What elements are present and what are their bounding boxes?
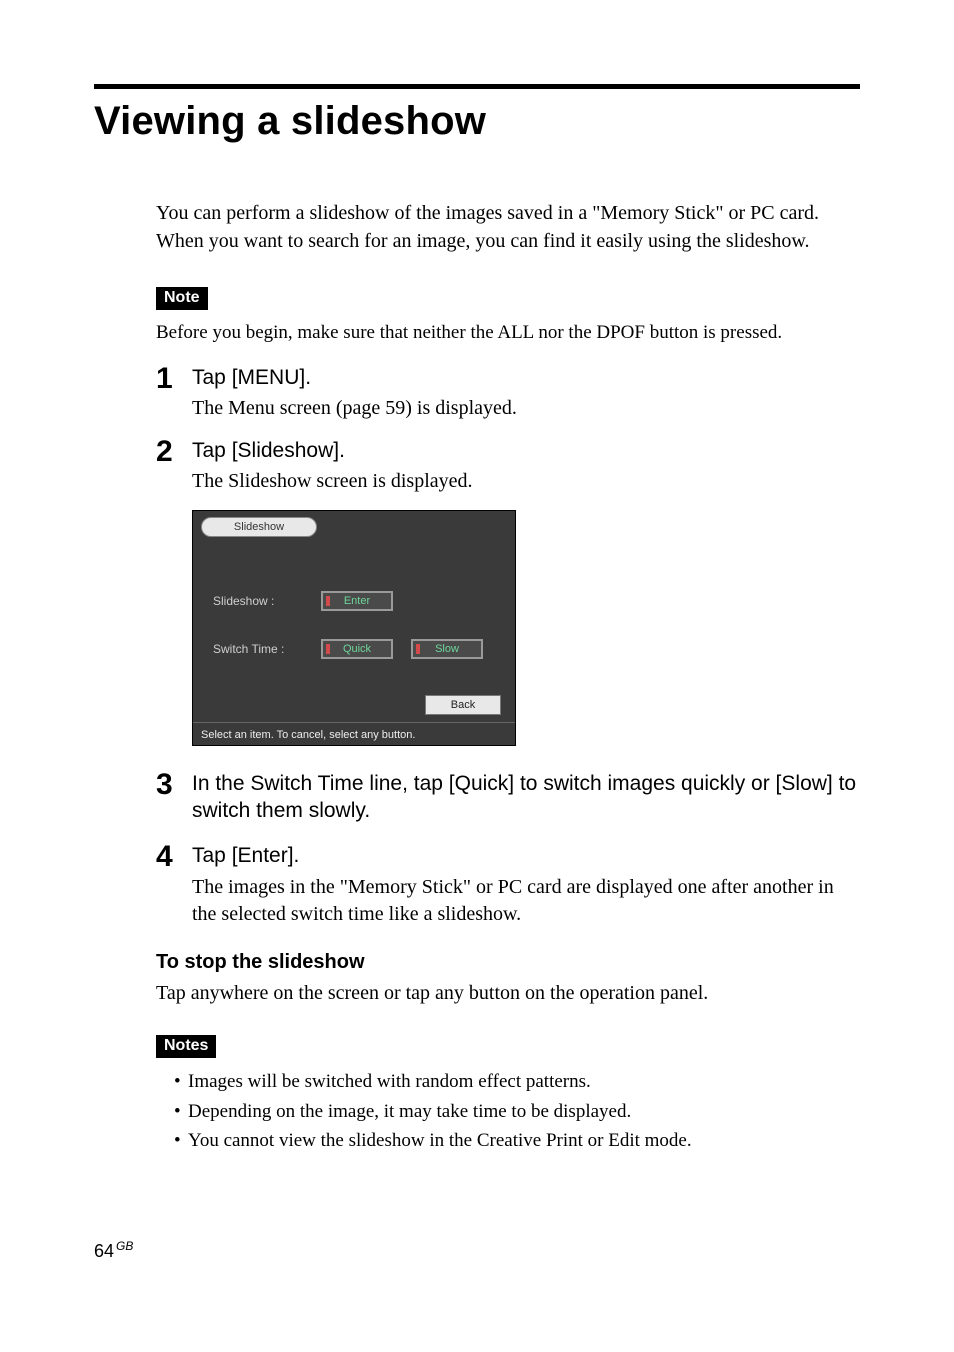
slideshow-label: Slideshow : (213, 594, 303, 608)
step-sub: The Menu screen (page 59) is displayed. (192, 395, 860, 423)
note-item: Images will be switched with random effe… (188, 1068, 591, 1096)
stop-paragraph: Tap anywhere on the screen or tap any bu… (156, 980, 860, 1008)
note-item: You cannot view the slideshow in the Cre… (188, 1127, 692, 1155)
step-number: 3 (156, 770, 192, 800)
step-number: 4 (156, 842, 192, 872)
note-item: Depending on the image, it may take time… (188, 1098, 631, 1126)
switch-time-label: Switch Time : (213, 642, 303, 656)
step-head: Tap [Enter]. (192, 842, 860, 869)
top-rule (94, 84, 860, 89)
page-number: 64GB (94, 1239, 133, 1262)
list-item: •Depending on the image, it may take tim… (174, 1098, 860, 1126)
step-body: Tap [Slideshow]. The Slideshow screen is… (192, 437, 860, 496)
slideshow-screenshot: Slideshow Slideshow : Enter Switch Time … (192, 510, 860, 746)
button-label: Enter (344, 595, 370, 607)
list-item: •You cannot view the slideshow in the Cr… (174, 1127, 860, 1155)
step-head: Tap [MENU]. (192, 364, 860, 391)
bullet-icon: • (174, 1098, 188, 1126)
manual-page: Viewing a slideshow You can perform a sl… (0, 0, 954, 1352)
step-2: 2 Tap [Slideshow]. The Slideshow screen … (156, 437, 860, 496)
marker-icon (326, 596, 330, 606)
note-badge: Note (156, 287, 208, 310)
step-1: 1 Tap [MENU]. The Menu screen (page 59) … (156, 364, 860, 423)
step-4: 4 Tap [Enter]. The images in the "Memory… (156, 842, 860, 928)
step-head: Tap [Slideshow]. (192, 437, 860, 464)
marker-icon (416, 644, 420, 654)
step-sub: The images in the "Memory Stick" or PC c… (192, 874, 860, 929)
folio-num: 64 (94, 1241, 114, 1261)
notes-badge: Notes (156, 1035, 216, 1058)
step-head: In the Switch Time line, tap [Quick] to … (192, 770, 860, 825)
page-title: Viewing a slideshow (94, 99, 860, 144)
step-sub: The Slideshow screen is displayed. (192, 468, 860, 496)
bullet-icon: • (174, 1068, 188, 1096)
stop-heading: To stop the slideshow (156, 951, 860, 974)
enter-button[interactable]: Enter (321, 591, 393, 611)
body: You can perform a slideshow of the image… (156, 200, 860, 1155)
folio-region: GB (116, 1239, 133, 1253)
step-3: 3 In the Switch Time line, tap [Quick] t… (156, 770, 860, 829)
marker-icon (326, 644, 330, 654)
slideshow-screen: Slideshow Slideshow : Enter Switch Time … (192, 510, 516, 746)
switch-time-row: Switch Time : Quick Slow (213, 639, 483, 659)
bullet-icon: • (174, 1127, 188, 1155)
list-item: •Images will be switched with random eff… (174, 1068, 860, 1096)
slideshow-tab[interactable]: Slideshow (201, 517, 317, 537)
step-number: 1 (156, 364, 192, 394)
button-label: Slow (435, 643, 459, 655)
back-button[interactable]: Back (425, 695, 501, 715)
step-body: Tap [MENU]. The Menu screen (page 59) is… (192, 364, 860, 423)
step-number: 2 (156, 437, 192, 467)
step-body: Tap [Enter]. The images in the "Memory S… (192, 842, 860, 928)
slideshow-row: Slideshow : Enter (213, 591, 393, 611)
step-body: In the Switch Time line, tap [Quick] to … (192, 770, 860, 829)
status-text: Select an item. To cancel, select any bu… (201, 729, 415, 741)
quick-button[interactable]: Quick (321, 639, 393, 659)
slow-button[interactable]: Slow (411, 639, 483, 659)
note-text: Before you begin, make sure that neither… (156, 320, 860, 346)
button-label: Quick (343, 643, 371, 655)
notes-list: •Images will be switched with random eff… (174, 1068, 860, 1155)
intro-paragraph: You can perform a slideshow of the image… (156, 200, 860, 255)
divider (193, 722, 515, 723)
